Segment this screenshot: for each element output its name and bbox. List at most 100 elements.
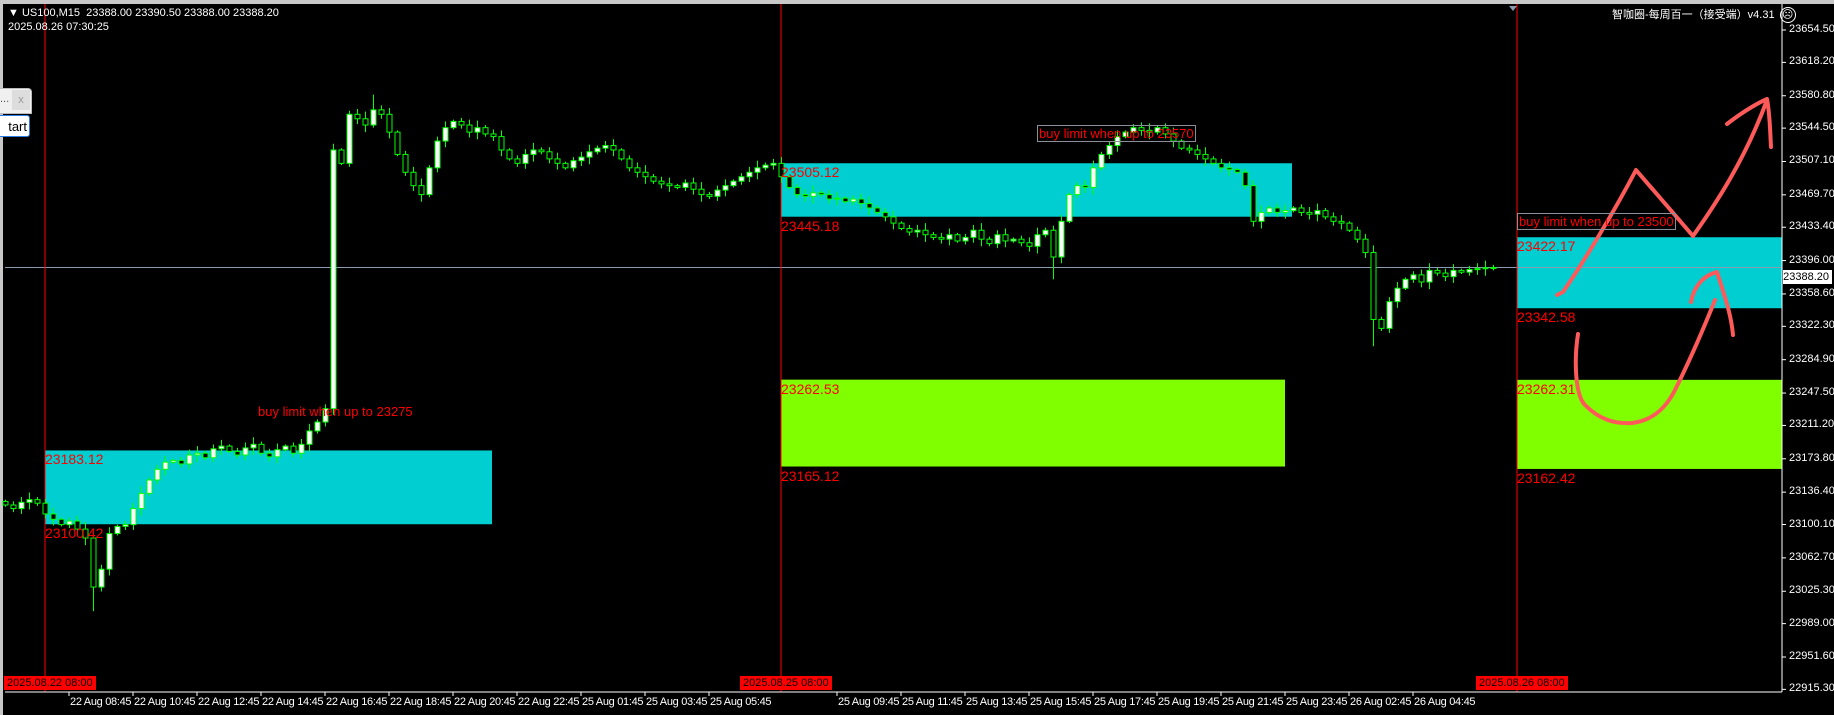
candle-body <box>786 176 793 188</box>
time-label: 22 Aug 20:45 <box>454 696 516 708</box>
session-date-marker: 2025.08.26 08:00 <box>1476 676 1568 690</box>
start-button[interactable]: tart <box>0 115 30 137</box>
candle <box>210 444 217 463</box>
candle-body <box>874 207 881 213</box>
candle-body <box>1418 274 1425 283</box>
drawn-arrowhead-1 <box>1725 97 1773 149</box>
candle-body <box>394 131 401 155</box>
price-label: 23358.60 <box>1789 286 1834 299</box>
candle <box>410 166 417 192</box>
candle <box>650 174 657 184</box>
server-time: 2025.08.26 07:30:25 <box>8 21 109 33</box>
zone-rect[interactable] <box>781 163 1292 217</box>
candle-body <box>1018 238 1025 244</box>
candle-body <box>1338 220 1345 224</box>
candle-body <box>178 459 185 465</box>
candle <box>666 177 673 192</box>
candle <box>250 437 257 456</box>
candle-body <box>834 197 841 200</box>
candle-body <box>114 525 121 535</box>
price-label: 22915.30 <box>1789 682 1834 695</box>
candle-body <box>90 537 97 588</box>
candle <box>74 515 81 535</box>
drawn-zigzag-arrow <box>1555 98 1769 297</box>
candle <box>810 185 817 204</box>
candle-body <box>10 504 17 510</box>
candle-body <box>1146 129 1153 133</box>
candle <box>930 232 937 241</box>
candle-body <box>1346 222 1353 231</box>
candle <box>778 157 785 183</box>
note-buy-limit-23500[interactable]: buy limit when up to 23500 <box>1517 213 1676 230</box>
candle-body <box>1194 149 1201 155</box>
candle <box>42 498 49 519</box>
candle <box>426 165 433 198</box>
candle-body <box>1002 234 1009 242</box>
shift-marker-icon[interactable] <box>1509 6 1517 11</box>
note-buy-limit-23570[interactable]: buy limit when up to 23570 <box>1037 125 1196 142</box>
price-label: 23618.20 <box>1789 55 1834 68</box>
candle-body <box>730 180 737 187</box>
candle-body <box>458 120 465 126</box>
candle-body <box>1258 211 1265 222</box>
price-label: 23247.50 <box>1789 386 1834 399</box>
price-label: 23211.20 <box>1789 418 1834 431</box>
candle <box>690 177 697 195</box>
candle-body <box>1034 234 1041 247</box>
candle-body <box>378 109 385 115</box>
time-label: 25 Aug 23:45 <box>1286 696 1348 708</box>
candle-body <box>602 145 609 149</box>
candle-body <box>266 452 273 458</box>
price-label: 23433.40 <box>1789 220 1834 233</box>
candle-body <box>570 160 577 169</box>
candle-body <box>186 454 193 465</box>
zone-rect[interactable] <box>45 450 492 525</box>
candle <box>1010 237 1017 243</box>
candle <box>850 195 857 206</box>
candle <box>818 190 825 198</box>
zone-rect[interactable] <box>1517 237 1782 309</box>
zone-rect[interactable] <box>781 379 1285 467</box>
candle-body <box>506 149 513 160</box>
candle-body <box>1322 210 1329 218</box>
candle <box>130 503 137 530</box>
candle <box>1466 265 1473 276</box>
candle-body <box>1354 229 1361 240</box>
note-buy-limit-23275[interactable]: buy limit when up to 23275 <box>258 404 413 419</box>
candle <box>706 191 713 200</box>
candle-body <box>1330 216 1337 222</box>
candle <box>1330 212 1337 226</box>
candle-body <box>386 113 393 133</box>
candle-body <box>50 513 57 520</box>
candle <box>698 182 705 202</box>
candle <box>26 492 33 510</box>
candle <box>738 173 745 185</box>
candle-body <box>986 238 993 245</box>
candle <box>1282 204 1289 219</box>
close-icon[interactable]: x <box>12 90 30 110</box>
sad-face-icon[interactable]: ☹ <box>1779 7 1796 23</box>
candle <box>2 499 9 507</box>
candle-body <box>1250 185 1257 222</box>
candle-body <box>794 186 801 196</box>
candle <box>322 404 329 427</box>
candle-body <box>754 167 761 173</box>
candle <box>34 496 41 506</box>
candle-body <box>482 127 489 135</box>
candle-body <box>1458 269 1465 273</box>
hand-drawing <box>1555 97 1773 426</box>
drawn-arrowhead-2 <box>1689 270 1735 337</box>
collapse-triangle-icon[interactable]: ▼ <box>8 7 19 19</box>
candle <box>258 441 265 456</box>
candle-body <box>994 234 1001 245</box>
candle <box>418 178 425 202</box>
candle-body <box>194 452 201 456</box>
candle <box>450 119 457 130</box>
candle <box>882 207 889 222</box>
candle-body <box>1202 153 1209 160</box>
candle-body <box>746 171 753 178</box>
session-date-marker: 2025.08.25 08:00 <box>740 676 832 690</box>
zone-rect[interactable] <box>1517 379 1782 469</box>
candle-body <box>1362 238 1369 254</box>
